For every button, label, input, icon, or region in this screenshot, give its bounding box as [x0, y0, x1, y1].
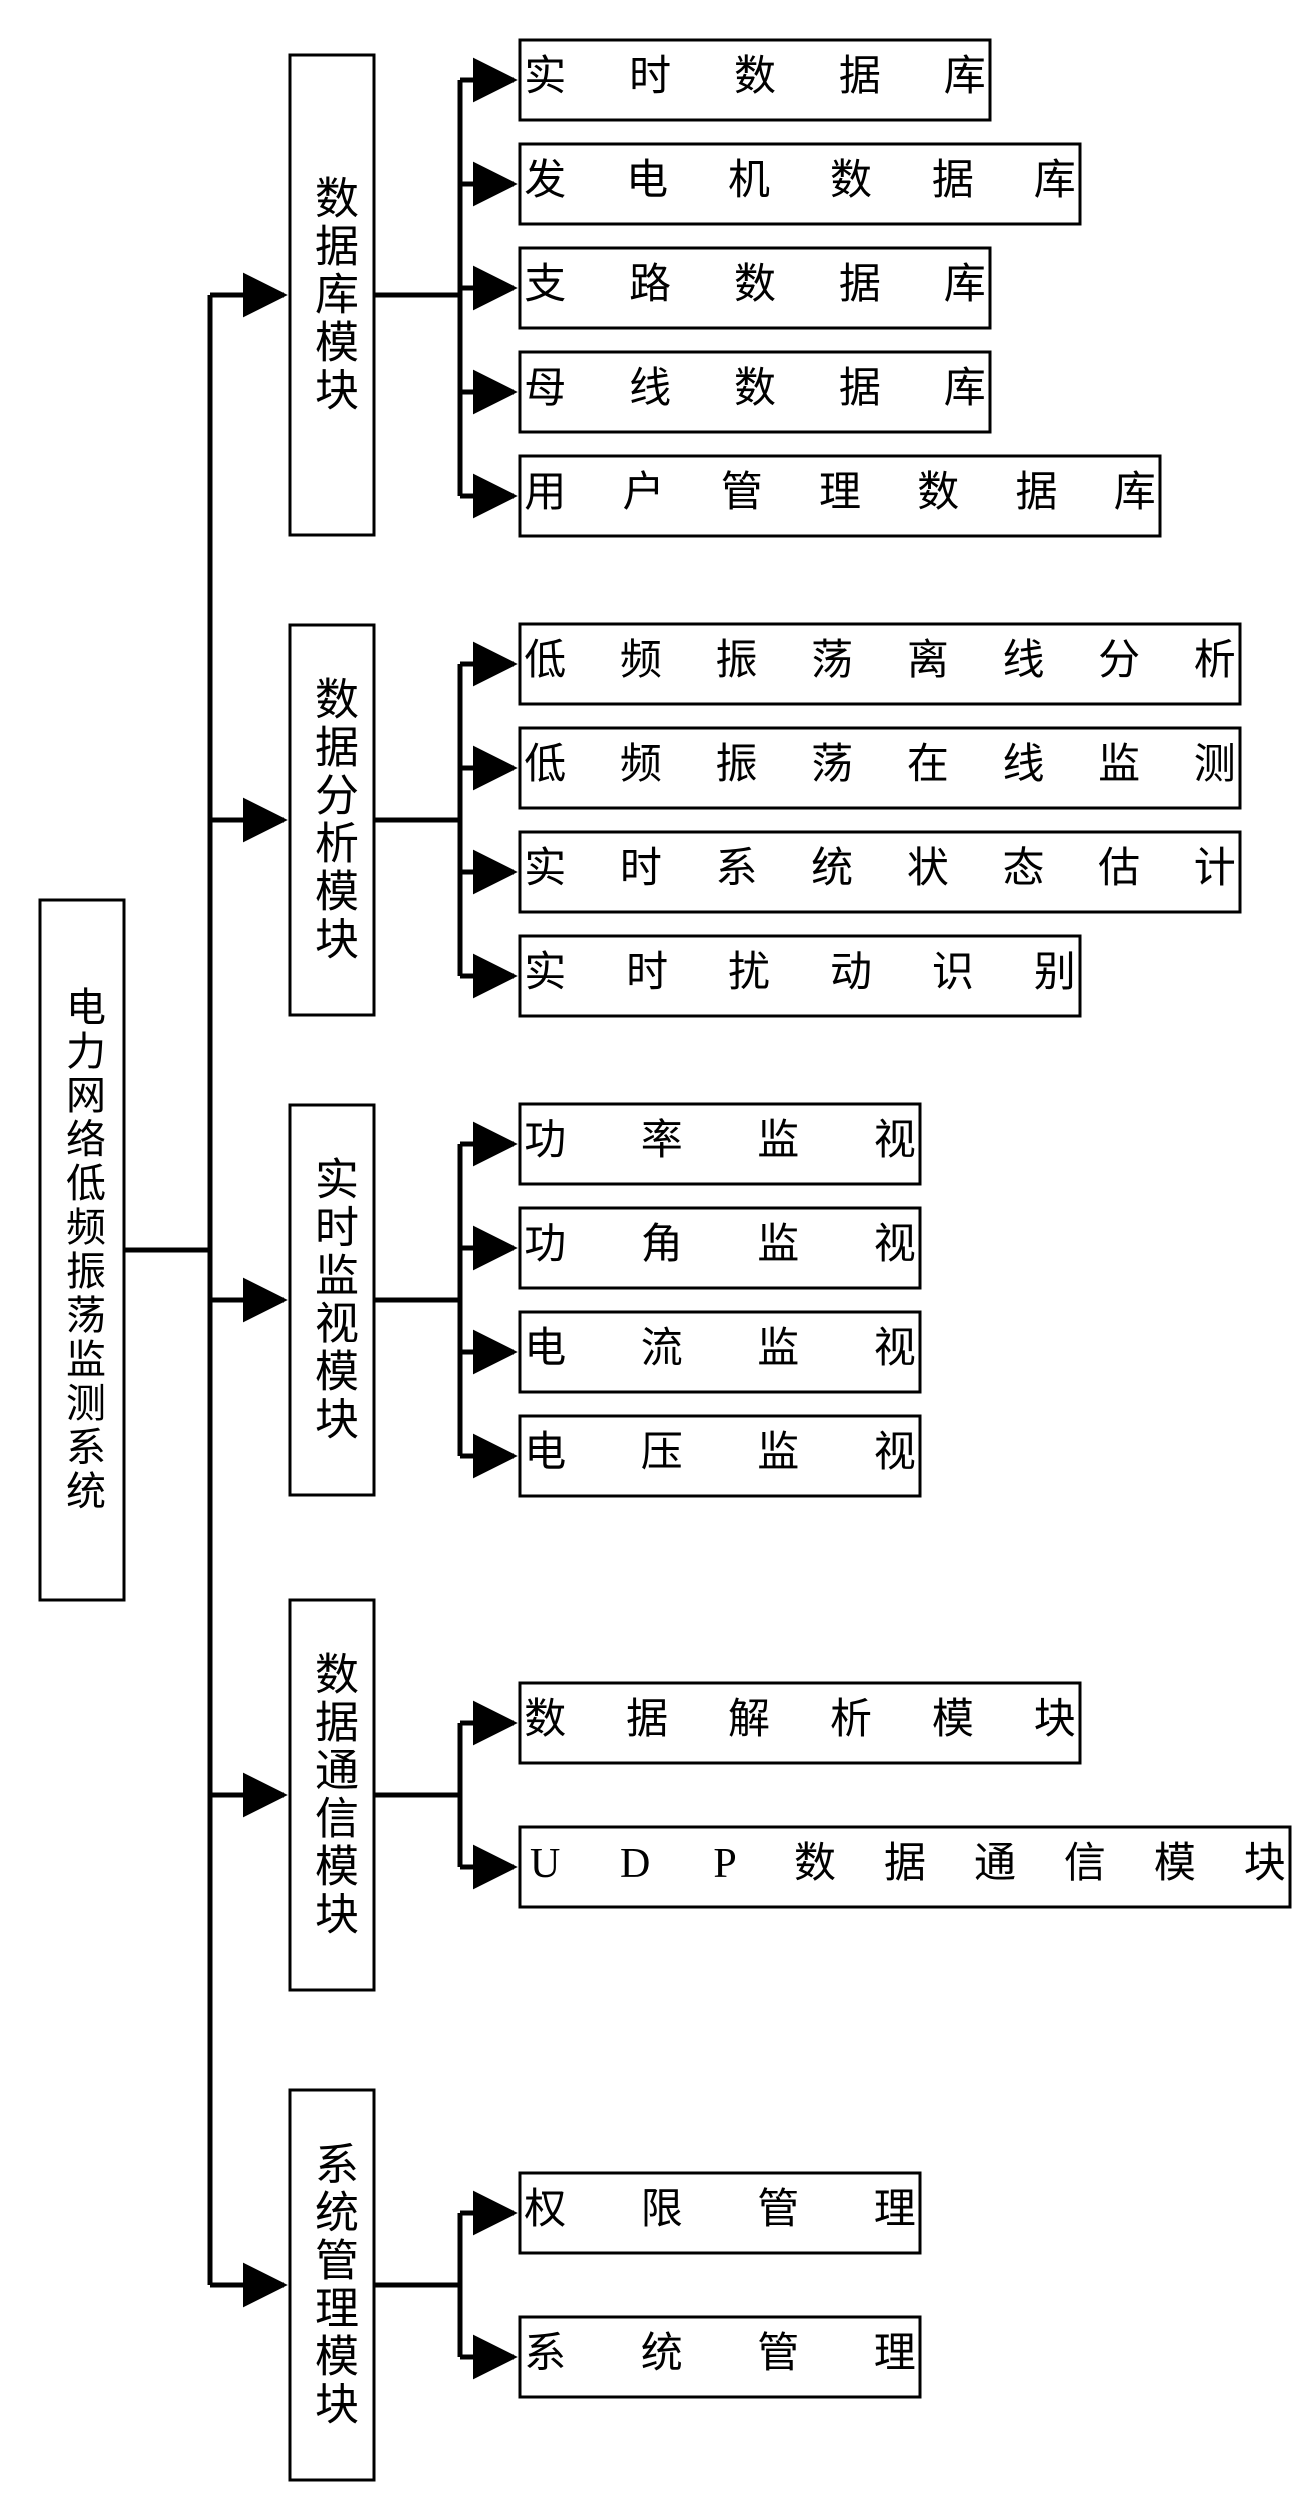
leaf-monitor-3: [520, 1416, 920, 1496]
leaf-monitor-0: [520, 1104, 920, 1184]
leaf-monitor-2: [520, 1312, 920, 1392]
leaf-db-1: [520, 144, 1080, 224]
module-comm-label: 数据通信模块: [290, 1600, 374, 1990]
root-box-label: 电力网络低频振荡监测系统: [40, 900, 124, 1600]
leaf-comm-0: [520, 1683, 1080, 1763]
module-monitor-label: 实时监视模块: [290, 1105, 374, 1495]
leaf-sys-1: [520, 2317, 920, 2397]
leaf-comm-1-label: UDP数据通信模块: [530, 1841, 1286, 1887]
module-analysis-label: 数据分析模块: [290, 625, 374, 1015]
leaf-analysis-3: [520, 936, 1080, 1016]
module-sys-label: 系统管理模块: [290, 2090, 374, 2480]
leaf-monitor-1: [520, 1208, 920, 1288]
module-db-label: 数据库模块: [290, 55, 374, 535]
leaf-sys-0: [520, 2173, 920, 2253]
diagram-canvas: 电力网络低频振荡监测系统数据库模块实时数据库发电机数据库支路数据库母线数据库用户…: [0, 0, 1314, 2510]
